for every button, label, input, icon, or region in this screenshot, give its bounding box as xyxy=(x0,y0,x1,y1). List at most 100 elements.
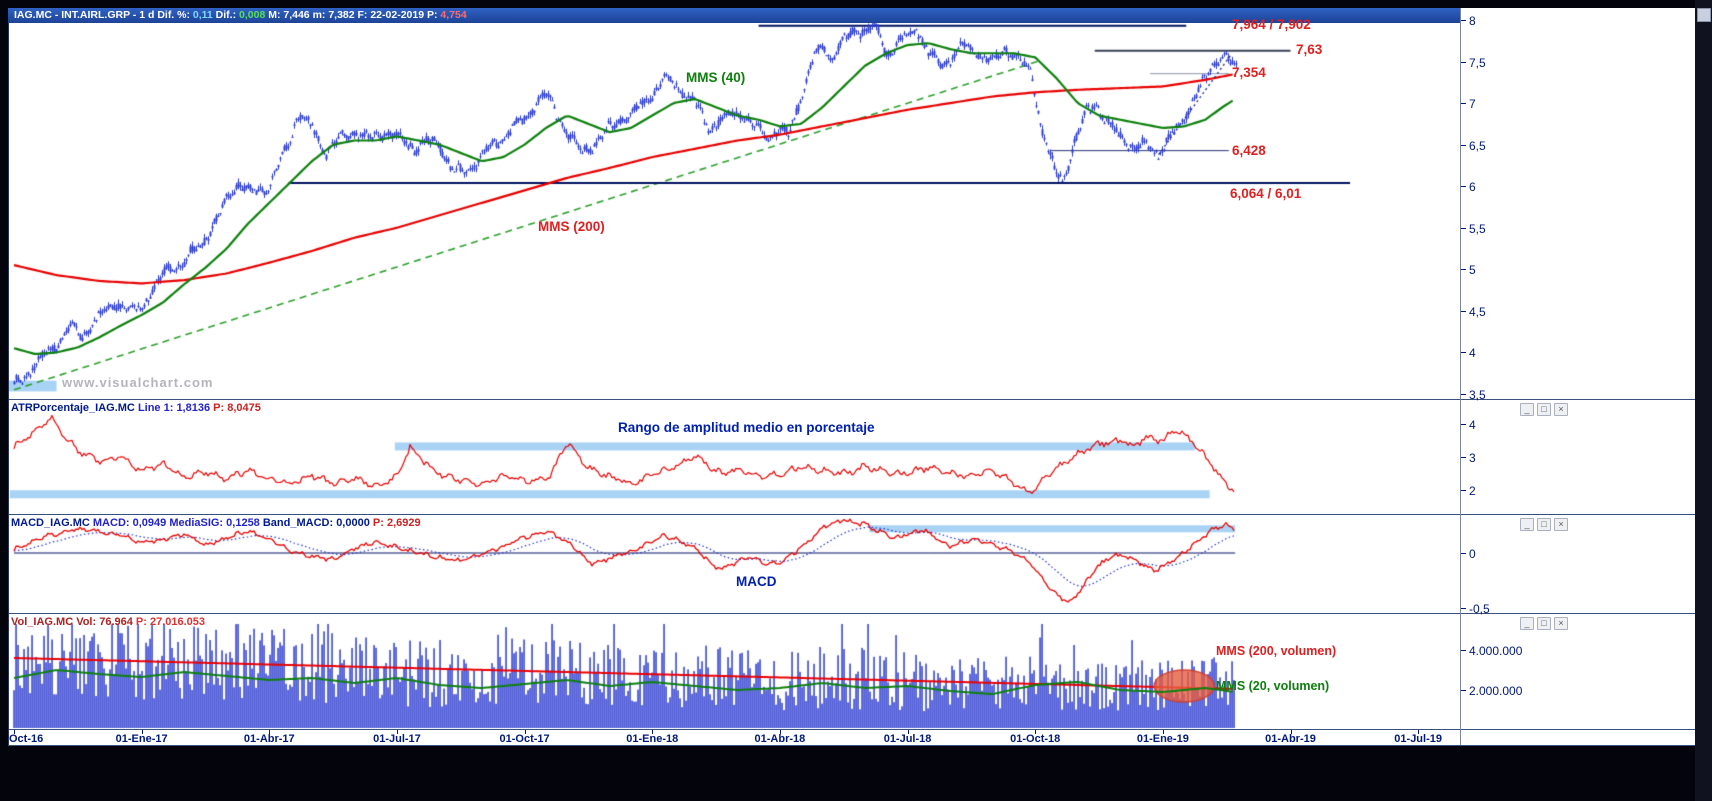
y-axis-tick xyxy=(1461,650,1466,651)
title-bar-segment: Dif. %: xyxy=(157,9,193,21)
level-6428-label: 6,428 xyxy=(1232,143,1266,158)
header-segment: MACD_IAG.MC xyxy=(11,517,93,529)
x-axis-label: 01-Jul-19 xyxy=(1394,733,1442,745)
x-axis-label: 01-Jul-17 xyxy=(373,733,421,745)
y-axis-label: 7 xyxy=(1469,97,1476,112)
main-price-chart-canvas[interactable] xyxy=(8,8,1460,399)
x-axis-tick xyxy=(1162,730,1164,734)
vol-mms20-label: MMS (20, volumen) xyxy=(1216,679,1330,693)
y-axis-tick xyxy=(1461,393,1466,395)
close-button[interactable]: × xyxy=(1554,403,1568,416)
header-segment: Vol_IAG.MC Vol: 76.964 xyxy=(11,616,136,628)
y-axis-label: 6 xyxy=(1469,180,1476,195)
x-axis-tick xyxy=(779,730,781,734)
y-axis-label: 4 xyxy=(1469,346,1476,361)
macd-chart-canvas[interactable] xyxy=(8,515,1460,613)
panel-separator xyxy=(8,399,1695,400)
x-axis-tick xyxy=(14,730,15,734)
title-bar-segment: 0,11 xyxy=(192,9,213,21)
y-axis-tick xyxy=(1461,457,1466,458)
panel-separator xyxy=(8,745,1695,746)
x-axis-label: 01-Abr-19 xyxy=(1265,733,1316,745)
support-level-label: 6,064 / 6,01 xyxy=(1230,186,1302,201)
x-axis-tick xyxy=(652,730,654,734)
minimize-button[interactable]: _ xyxy=(1520,518,1534,531)
x-axis-label: 01-Oct-18 xyxy=(1010,733,1061,745)
title-bar-segment: M: 7,446 m: 7,382 F: 22-02-2019 xyxy=(265,9,427,21)
x-axis-label: 01-Ene-17 xyxy=(115,733,168,745)
x-axis-tick xyxy=(907,730,909,734)
y-axis-tick xyxy=(1461,424,1466,425)
restore-button[interactable]: □ xyxy=(1537,403,1551,416)
y-axis-label: 2.000.000 xyxy=(1469,684,1523,698)
macd-panel-header: MACD_IAG.MC MACD: 0,0949 MediaSIG: 0,125… xyxy=(11,517,421,529)
y-axis-label: 4,5 xyxy=(1469,304,1486,319)
left-border xyxy=(8,8,9,745)
axis-divider xyxy=(1460,8,1461,745)
x-axis-label: 01-Ene-19 xyxy=(1136,733,1189,745)
y-axis-tick xyxy=(1461,490,1466,491)
minimize-button[interactable]: _ xyxy=(1520,403,1534,416)
atr-annotation: Rango de amplitud medio en porcentaje xyxy=(618,420,875,435)
header-segment: Band_MACD: 0,0000 xyxy=(262,517,373,529)
header-segment: MACD: 0,0949 xyxy=(92,517,170,529)
panel-separator xyxy=(8,613,1695,614)
title-bar-segment: 0,008 xyxy=(239,9,266,21)
close-button[interactable]: × xyxy=(1554,518,1568,531)
level-7354-label: 7,354 xyxy=(1232,65,1266,80)
y-axis-label: 7,5 xyxy=(1469,55,1486,70)
header-segment: ATRPorcentaje_IAG.MC xyxy=(11,402,138,414)
volume-chart-canvas[interactable] xyxy=(8,614,1460,729)
x-axis-tick xyxy=(1035,730,1037,734)
y-axis-label: 5 xyxy=(1469,263,1476,278)
y-axis-tick xyxy=(1461,103,1466,105)
y-axis-tick xyxy=(1461,186,1466,188)
volume-window-controls: _ □ × xyxy=(1520,617,1568,630)
x-axis-tick xyxy=(269,730,271,734)
x-axis-tick xyxy=(141,730,143,734)
atr-panel-header: ATRPorcentaje_IAG.MC Line 1: 1,8136 P: 8… xyxy=(11,402,261,414)
header-segment: P: 27.016.053 xyxy=(135,616,206,628)
y-axis-tick xyxy=(1461,352,1466,354)
title-bar-segment: P: xyxy=(426,9,441,21)
x-axis-label: 01-Jul-18 xyxy=(883,733,932,745)
right-scrollbar[interactable] xyxy=(1695,0,1712,801)
y-axis-tick xyxy=(1461,144,1466,146)
x-axis-tick xyxy=(524,730,526,734)
y-axis-tick xyxy=(1461,269,1466,271)
panel-separator xyxy=(8,514,1695,515)
x-axis-label: 01-Abr-17 xyxy=(243,733,295,745)
y-axis-label: 2 xyxy=(1469,484,1476,498)
header-segment: P: 2,6929 xyxy=(372,517,421,529)
close-button[interactable]: × xyxy=(1554,617,1568,630)
volume-panel-header: Vol_IAG.MC Vol: 76.964 P: 27.016.053 xyxy=(11,616,205,628)
x-axis-label: 01-Oct-17 xyxy=(499,733,550,745)
y-axis-tick xyxy=(1461,61,1466,63)
macd-annotation: MACD xyxy=(736,574,777,589)
header-segment: Line 1: 1,8136 xyxy=(137,402,214,414)
restore-button[interactable]: □ xyxy=(1537,617,1551,630)
scrollbar-button[interactable] xyxy=(1697,8,1711,22)
atr-window-controls: _ □ × xyxy=(1520,403,1568,416)
y-axis-label: 0 xyxy=(1469,547,1476,561)
x-axis-tick xyxy=(1418,730,1420,734)
title-bar-segment: IAG.MC - INT.AIRL.GRP - 1 d xyxy=(14,9,158,21)
watermark: www.visualchart.com xyxy=(62,375,214,390)
mms200-series-label: MMS (200) xyxy=(538,219,605,234)
chart-title-bar[interactable]: IAG.MC - INT.AIRL.GRP - 1 d Dif. %: 0,11… xyxy=(8,8,1460,23)
x-axis-label: 01-Abr-18 xyxy=(754,733,806,745)
y-axis-label: 4 xyxy=(1469,418,1476,432)
restore-button[interactable]: □ xyxy=(1537,518,1551,531)
x-axis-tick xyxy=(396,730,398,734)
level-763-label: 7,63 xyxy=(1296,42,1323,57)
atr-chart-canvas[interactable] xyxy=(8,400,1460,514)
date-axis-bar xyxy=(8,730,1695,745)
y-axis-tick xyxy=(1461,608,1466,609)
minimize-button[interactable]: _ xyxy=(1520,617,1534,630)
y-axis-label: -0,5 xyxy=(1469,602,1490,616)
y-axis-label: 3,5 xyxy=(1469,387,1486,402)
y-axis-tick xyxy=(1461,20,1466,21)
header-segment: P: 8,0475 xyxy=(213,402,261,414)
y-axis-tick xyxy=(1461,227,1466,229)
